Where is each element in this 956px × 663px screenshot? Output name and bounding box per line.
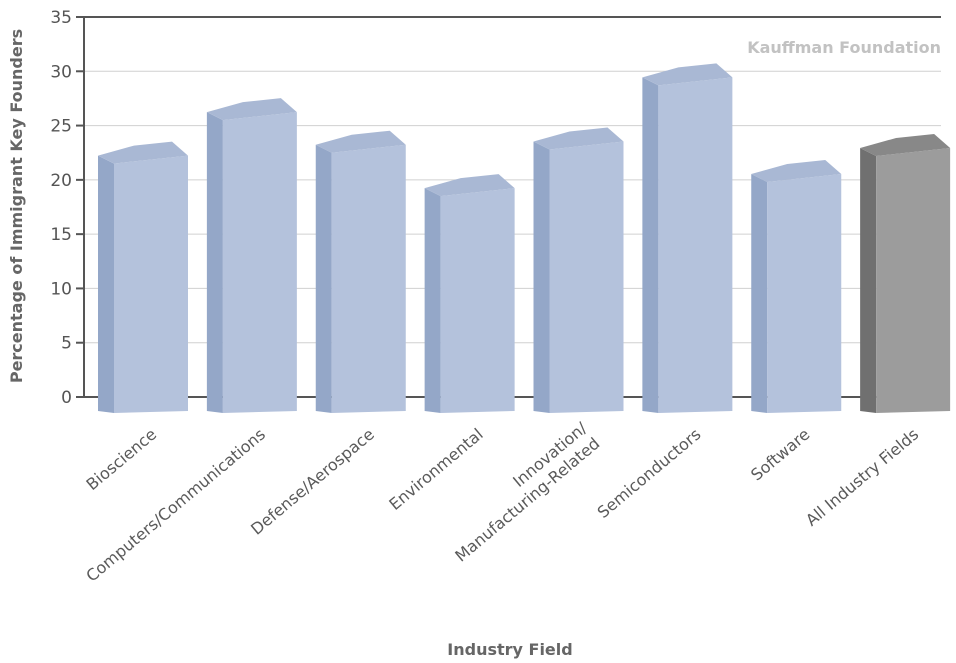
x-tick-label: Bioscience: [82, 425, 160, 494]
bar-front: [767, 174, 842, 413]
y-tick-label: 30: [50, 62, 72, 82]
bar: [533, 127, 624, 413]
bar-top: [860, 133, 951, 156]
source-label: Kauffman Foundation: [747, 38, 941, 57]
bar-top: [751, 160, 842, 183]
bar: [424, 174, 515, 413]
bar-side: [642, 77, 659, 414]
x-tick-label: Semiconductors: [594, 425, 705, 522]
x-tick-label: All Industry Fields: [802, 425, 922, 530]
bar-side: [98, 155, 114, 414]
x-tick-label-line: Semiconductors: [594, 425, 705, 522]
x-tick-label-line: Manufacturing-Related: [451, 434, 603, 566]
bar-top: [424, 174, 515, 197]
x-tick-label-line: Bioscience: [82, 425, 160, 494]
bar: [206, 98, 297, 414]
bar-side: [860, 147, 877, 413]
bars: [98, 63, 951, 414]
x-tick-label: Environmental: [385, 425, 486, 514]
y-axis: 0 5 10 15 20 25 30 35: [50, 8, 85, 408]
x-tick-label-line: Software: [747, 425, 813, 485]
bar-front: [331, 144, 406, 413]
x-tick-label: Defense/Aerospace: [247, 425, 378, 539]
bar-front: [114, 155, 188, 414]
bar-front: [222, 112, 297, 414]
bar: [860, 133, 951, 413]
y-tick-label: 15: [50, 225, 72, 245]
y-tick-label: 0: [61, 388, 72, 408]
bar-front: [549, 141, 624, 413]
bar: [751, 160, 842, 413]
bar: [315, 130, 406, 413]
bar-front: [876, 147, 951, 413]
bar-side: [424, 188, 441, 413]
y-tick-label: 5: [61, 334, 72, 354]
x-tick-label-line: Environmental: [385, 425, 486, 514]
y-tick-label: 10: [50, 279, 72, 299]
x-tick-label-line: All Industry Fields: [802, 425, 922, 530]
x-tick-label: Software: [747, 425, 813, 485]
bar: [642, 63, 733, 414]
y-tick-label: 25: [50, 117, 72, 137]
x-tick-label-line: Computers/Communications: [82, 425, 269, 586]
bar-side: [751, 174, 768, 413]
bar-top: [206, 98, 297, 121]
bar-top: [315, 130, 406, 153]
bar-front: [658, 77, 733, 414]
y-tick-label: 35: [50, 8, 72, 28]
bar-front: [440, 188, 515, 413]
x-axis-labels: BioscienceComputers/CommunicationsDefens…: [82, 418, 922, 585]
bar: [98, 141, 188, 414]
bar-side: [315, 144, 332, 413]
bar-top: [533, 127, 624, 150]
x-tick-label-line: Defense/Aerospace: [247, 425, 378, 539]
x-axis-title: Industry Field: [447, 640, 572, 659]
bar-side: [206, 112, 223, 414]
y-axis-title: Percentage of Immigrant Key Founders: [7, 29, 26, 383]
bar-top: [642, 63, 733, 86]
y-tick-label: 20: [50, 171, 72, 191]
bar-top: [98, 141, 188, 164]
x-tick-label: Computers/Communications: [82, 425, 269, 586]
bar-side: [533, 141, 550, 413]
